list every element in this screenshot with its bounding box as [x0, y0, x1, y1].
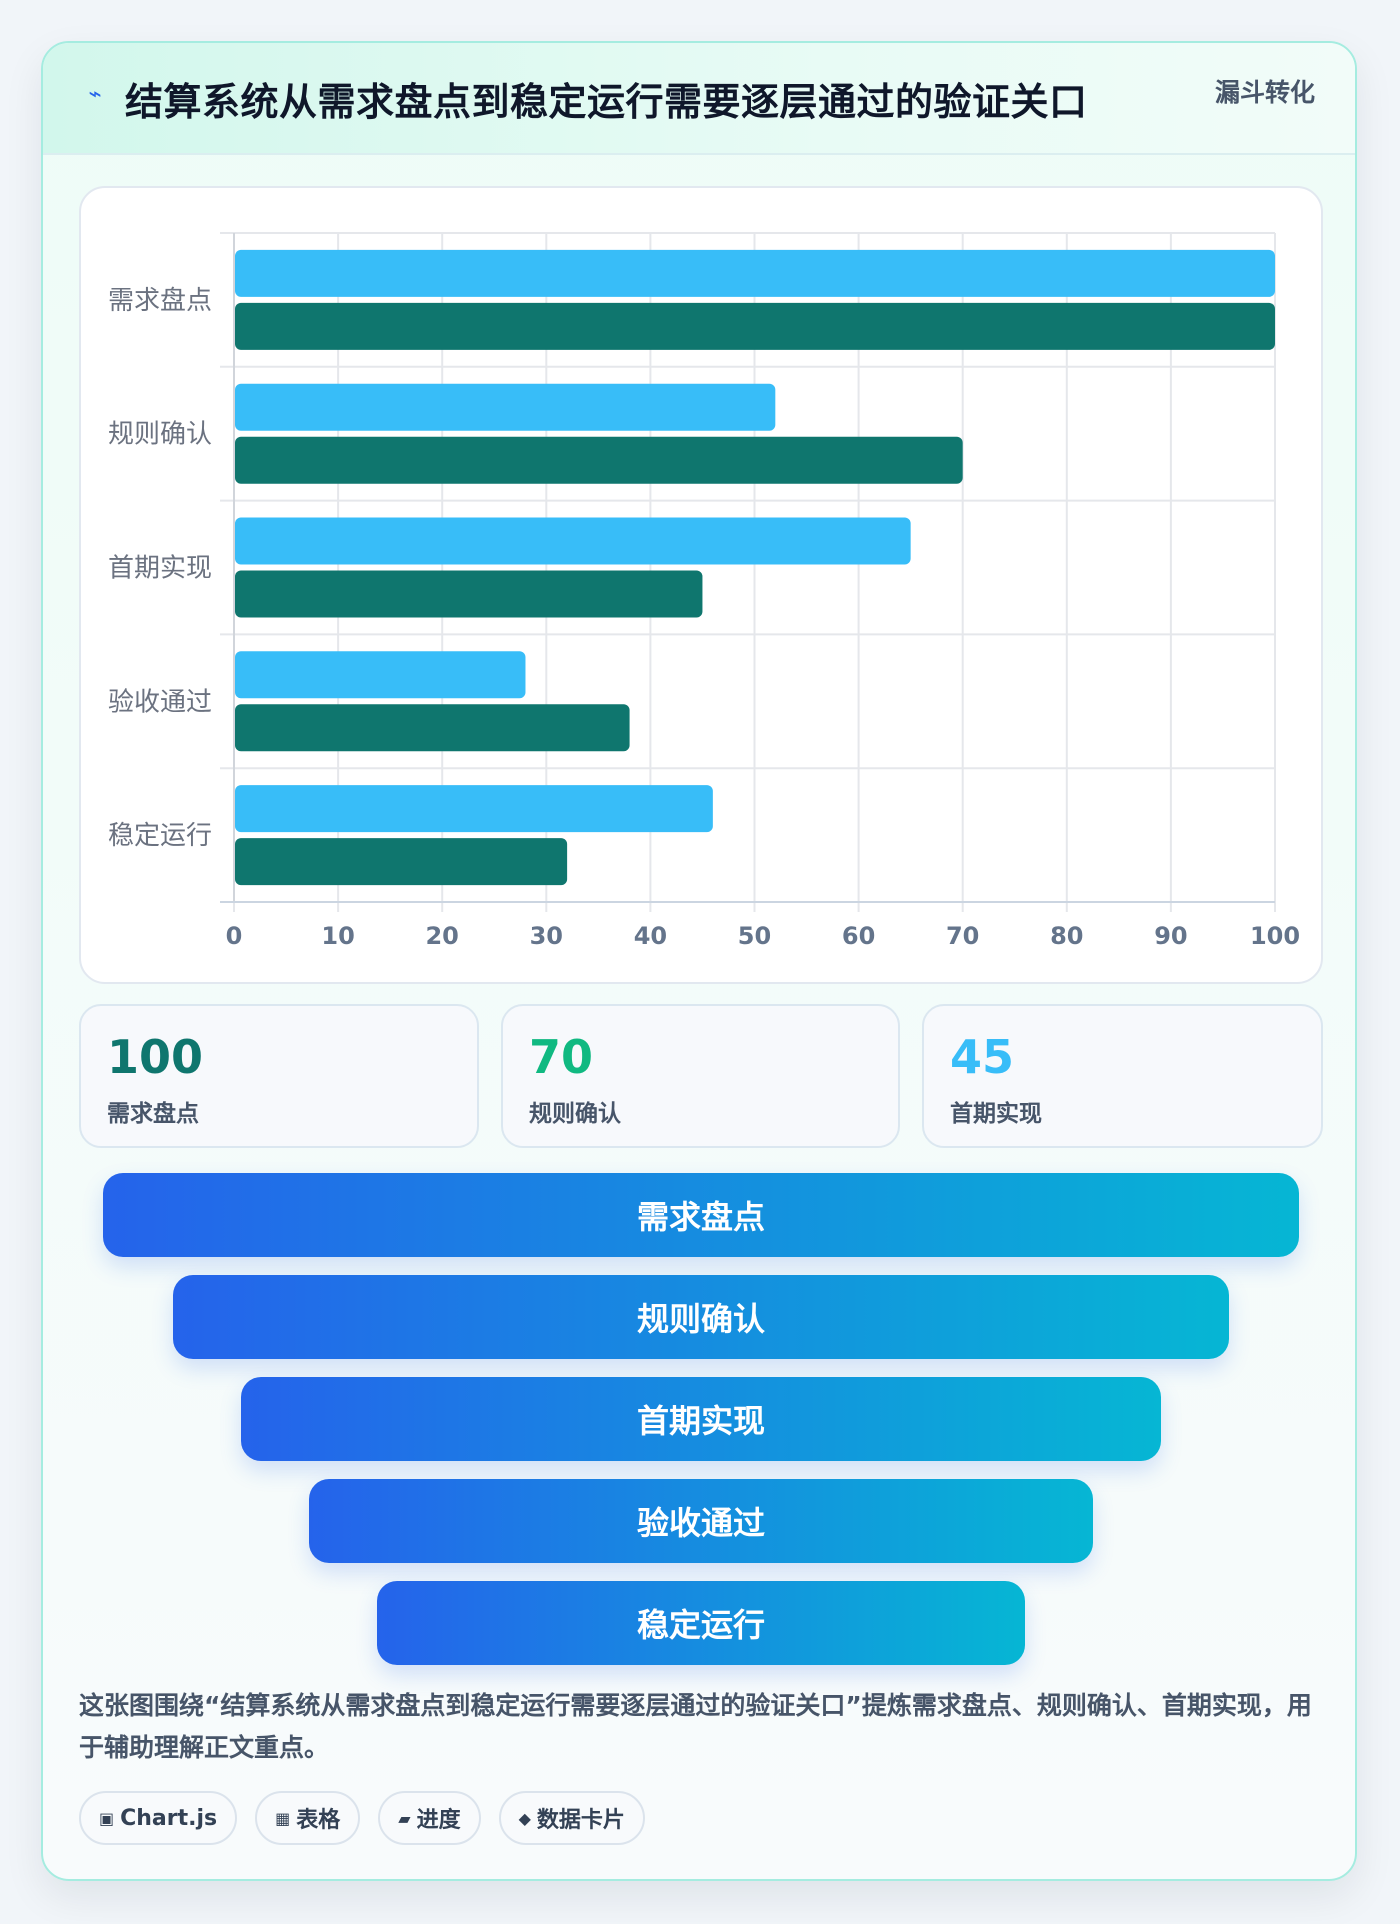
x-tick-label: 100	[1250, 922, 1300, 950]
chip-progress[interactable]: ▰ 进度	[378, 1791, 481, 1845]
stat-label: 需求盘点	[107, 1101, 199, 1127]
stat-value: 100	[107, 1030, 204, 1084]
x-tick-label: 80	[1050, 922, 1083, 950]
funnel-stage-2: 规则确认	[173, 1275, 1229, 1359]
funnel-stage-1: 需求盘点	[103, 1173, 1299, 1257]
chart-type-tag: 漏斗转化	[1214, 78, 1315, 107]
chip-table[interactable]: ▦ 表格	[255, 1791, 361, 1845]
chip-label: Chart.js	[120, 1805, 218, 1831]
chip-data-card[interactable]: ◆ 数据卡片	[498, 1791, 645, 1845]
x-tick-label: 40	[634, 922, 667, 950]
bar-series-2	[235, 838, 568, 886]
stat-card-3: 45 首期实现	[922, 1004, 1323, 1148]
x-tick-label: 10	[321, 922, 354, 950]
x-tick-label: 90	[1154, 922, 1187, 950]
stat-value: 70	[529, 1030, 594, 1084]
y-category-label: 验收通过	[108, 687, 212, 717]
chart-card: ⌁ 结算系统从需求盘点到稳定运行需要逐层通过的验证关口 漏斗转化 0 10 20 30…	[41, 41, 1357, 1881]
y-category-label: 需求盘点	[108, 286, 212, 316]
x-tick-label: 20	[425, 922, 458, 950]
diamond-icon: ◆	[518, 1808, 531, 1828]
bar-chart-panel: 0 10 20 30 40 50 60 70 80 90 100 需求盘点规则确认首期实现验收通过稳定…	[79, 186, 1323, 984]
chip-label: 进度	[416, 1808, 461, 1833]
progress-icon: ▰	[398, 1808, 411, 1828]
funnel-stage-5: 稳定运行	[377, 1581, 1025, 1665]
x-tick-label: 50	[738, 922, 771, 950]
bar-chart: 0 10 20 30 40 50 60 70 80 90 100 需求盘点规则确认首期实现验收通过稳定…	[108, 232, 1300, 950]
stat-label: 首期实现	[950, 1101, 1042, 1127]
chip-label: 数据卡片	[536, 1808, 625, 1833]
y-category-label: 稳定运行	[108, 821, 212, 851]
chart-icon: ▣	[99, 1808, 115, 1828]
card-header: ⌁ 结算系统从需求盘点到稳定运行需要逐层通过的验证关口 漏斗转化	[43, 43, 1355, 155]
y-category-label: 首期实现	[108, 554, 212, 584]
stat-card-2: 70 规则确认	[501, 1004, 900, 1148]
funnel-stage-4: 验收通过	[309, 1479, 1093, 1563]
y-category-label: 规则确认	[108, 420, 212, 450]
bar-series-1	[235, 517, 911, 565]
chip-chartjs[interactable]: ▣ Chart.js	[79, 1791, 238, 1845]
bar-series-2	[235, 704, 630, 752]
bar-series-1	[235, 651, 526, 699]
bar-series-2	[235, 570, 703, 618]
x-tick-label: 0	[226, 922, 243, 950]
table-icon: ▦	[275, 1808, 291, 1828]
stat-value: 45	[950, 1030, 1015, 1084]
stat-card-1: 100 需求盘点	[79, 1004, 479, 1148]
chart-description: 这张图围绕“结算系统从需求盘点到稳定运行需要逐层通过的验证关口”提炼需求盘点、规…	[79, 1691, 1312, 1762]
chip-label: 表格	[296, 1808, 341, 1833]
x-tick-label: 70	[946, 922, 979, 950]
bar-series-2	[235, 436, 963, 484]
x-tick-label: 60	[842, 922, 875, 950]
x-tick-label: 30	[530, 922, 563, 950]
stat-label: 规则确认	[529, 1101, 621, 1127]
bar-series-1	[235, 383, 776, 431]
bar-series-2	[235, 302, 1275, 350]
bar-series-1	[235, 785, 713, 833]
chart-title: 结算系统从需求盘点到稳定运行需要逐层通过的验证关口	[125, 80, 1088, 124]
funnel-stage-3: 首期实现	[241, 1377, 1161, 1461]
bar-series-1	[235, 249, 1275, 297]
tag-chips: ▣ Chart.js ▦ 表格 ▰ 进度 ◆ 数据卡片	[79, 1791, 645, 1849]
lightning-icon: ⌁	[88, 82, 102, 107]
